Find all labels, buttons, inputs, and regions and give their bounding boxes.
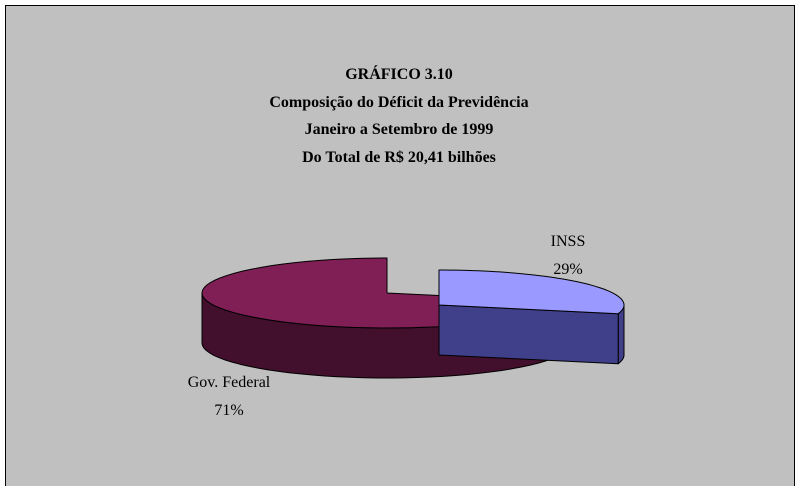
pie-chart: GRÁFICO 3.10 Composição do Déficit da Pr… <box>188 64 625 419</box>
title-line-3: Janeiro a Setembro de 1999 <box>305 121 494 138</box>
pie-slice-inss-cut-face <box>438 304 619 365</box>
pie-slice-inss-side <box>617 304 625 365</box>
slice-label-gov-federal-value: 71% <box>214 402 243 419</box>
pie-slice-inss <box>438 269 625 315</box>
pie-slices <box>201 257 625 379</box>
slice-labels: INSS 29% Gov. Federal 71% <box>188 233 586 419</box>
chart-area: GRÁFICO 3.10 Composição do Déficit da Pr… <box>5 5 795 486</box>
slice-label-gov-federal-name: Gov. Federal <box>188 374 271 391</box>
slice-label-inss-value: 29% <box>553 261 582 278</box>
title-line-4: Do Total de R$ 20,41 bilhões <box>302 149 496 166</box>
title-line-2: Composição do Déficit da Previdência <box>269 94 528 111</box>
title-line-1: GRÁFICO 3.10 <box>345 64 453 83</box>
chart-title: GRÁFICO 3.10 Composição do Déficit da Pr… <box>269 64 528 166</box>
slice-label-inss-name: INSS <box>551 233 586 250</box>
